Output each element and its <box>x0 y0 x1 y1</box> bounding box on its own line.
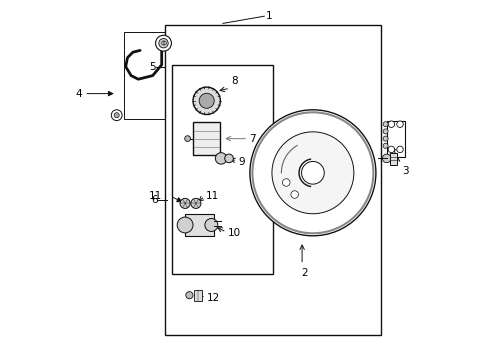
Circle shape <box>199 93 214 108</box>
Circle shape <box>215 153 226 164</box>
Text: 6: 6 <box>150 195 157 205</box>
Bar <box>123 32 165 119</box>
Text: 1: 1 <box>265 11 271 21</box>
Circle shape <box>382 143 387 148</box>
Bar <box>193 122 220 155</box>
Circle shape <box>301 161 324 184</box>
Bar <box>165 25 381 335</box>
Circle shape <box>184 136 190 141</box>
Circle shape <box>159 39 168 48</box>
Text: 10: 10 <box>227 228 240 238</box>
Text: 11: 11 <box>205 191 219 201</box>
Text: 9: 9 <box>238 157 244 167</box>
Circle shape <box>387 121 394 127</box>
Circle shape <box>382 154 390 163</box>
Circle shape <box>190 198 201 208</box>
Bar <box>389 153 397 165</box>
Bar <box>386 121 404 157</box>
Circle shape <box>396 146 403 153</box>
Circle shape <box>155 35 171 51</box>
Circle shape <box>224 154 233 163</box>
Circle shape <box>180 198 190 208</box>
Text: 3: 3 <box>401 166 408 176</box>
Bar <box>194 290 202 301</box>
Circle shape <box>282 179 289 186</box>
Text: 4: 4 <box>75 89 82 99</box>
Circle shape <box>382 122 387 127</box>
Circle shape <box>185 292 193 299</box>
Circle shape <box>382 129 387 134</box>
Circle shape <box>382 136 387 141</box>
Circle shape <box>249 110 375 236</box>
Text: ф: ф <box>160 40 166 46</box>
Text: 8: 8 <box>231 76 237 86</box>
Circle shape <box>387 146 394 153</box>
Text: 2: 2 <box>300 268 307 278</box>
Circle shape <box>290 191 298 198</box>
Bar <box>185 214 213 236</box>
Bar <box>172 65 273 274</box>
Circle shape <box>204 219 218 231</box>
Circle shape <box>114 113 119 118</box>
Circle shape <box>177 217 193 233</box>
Text: 12: 12 <box>206 293 220 303</box>
Text: 5: 5 <box>149 62 156 72</box>
Text: 11: 11 <box>149 191 162 201</box>
Circle shape <box>193 87 220 114</box>
Circle shape <box>111 110 122 121</box>
Circle shape <box>396 121 403 127</box>
Text: 7: 7 <box>249 134 255 144</box>
Circle shape <box>271 132 353 214</box>
